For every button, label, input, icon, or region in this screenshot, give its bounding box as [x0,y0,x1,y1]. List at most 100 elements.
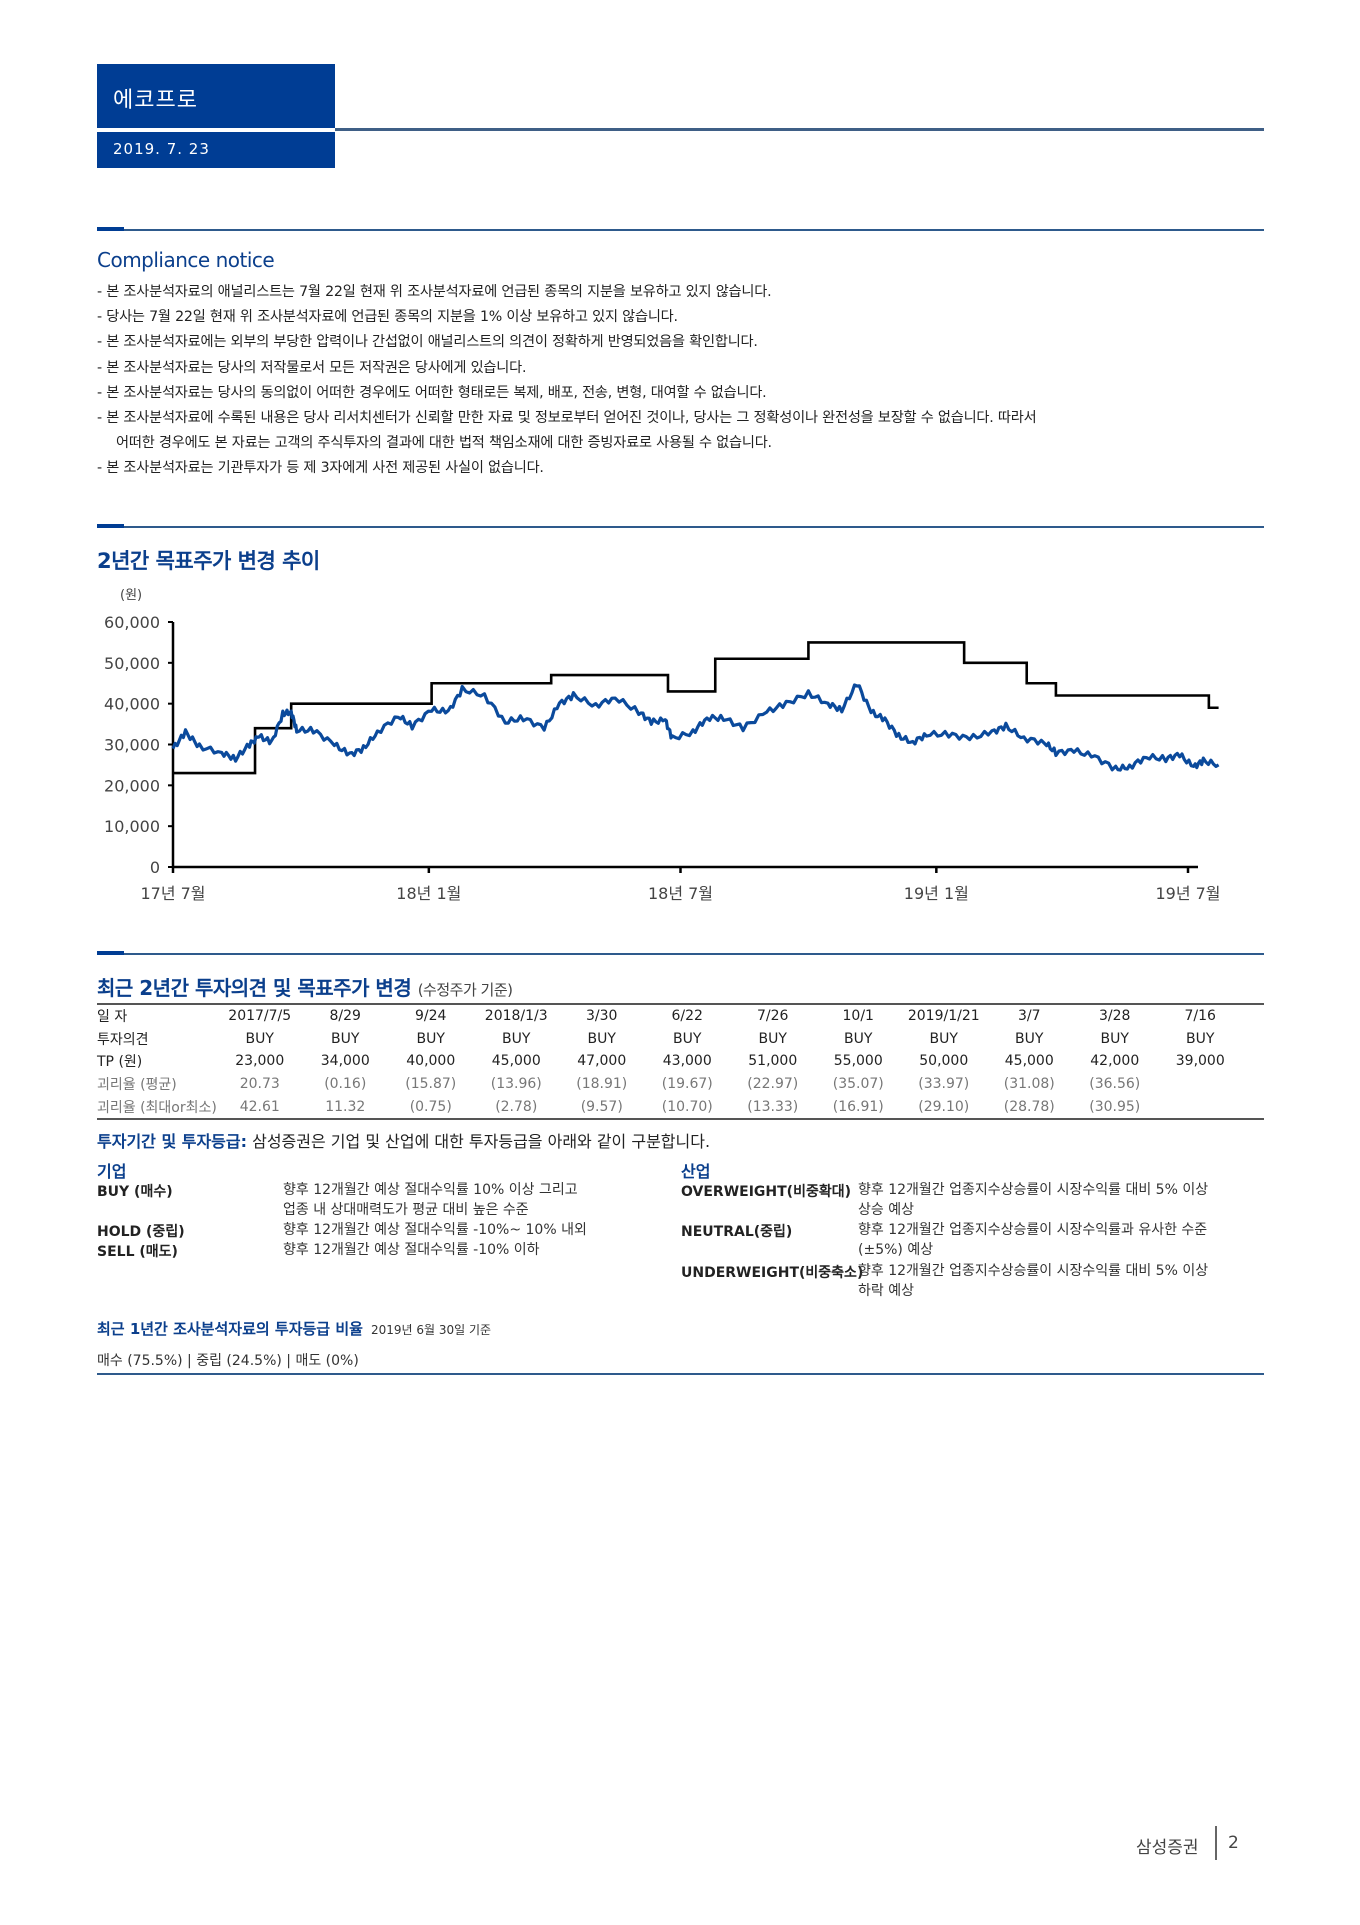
table-cell: 3/30 [586,1008,618,1025]
table-cell: (18.91) [576,1076,628,1093]
company-ratings-heading: 기업 [97,1162,127,1181]
ratings-intro: 투자기간 및 투자등급: 삼성증권은 기업 및 산업에 대한 투자등급을 아래와… [97,1128,710,1152]
table-cell: 42.61 [239,1098,280,1115]
y-tick-label: 10,000 [104,817,160,836]
rating-desc-hold: 향후 12개월간 예상 절대수익률 -10%~ 10% 내외 [283,1222,587,1238]
rating-key-overweight: OVERWEIGHT(비중확대) [681,1184,851,1200]
header-title-box [97,64,335,128]
table-cell: 2017/7/5 [228,1008,292,1025]
chart-canvas: (원) 60,000 50,000 40,000 30,000 20,000 10,000 0… [104,588,1221,903]
table-cell: (35.07) [832,1076,884,1093]
section-divider [97,953,1264,955]
rating-desc-buy: 향후 12개월간 예상 절대수익률 10% 이상 그리고 [283,1182,578,1198]
x-tick-label: 17년 7월 [140,884,205,903]
y-tick-label: 50,000 [104,654,160,673]
compliance-item: - 본 조사분석자료는 기관투자가 등 제 3자에게 사전 제공된 사실이 없습… [97,460,544,477]
compliance-item-continued: 어떠한 경우에도 본 자료는 고객의 주식투자의 결과에 대한 법적 책임소재에… [116,435,772,452]
rating-key-hold: HOLD (중립) [97,1224,185,1240]
row-label: 괴리율 (평균) [97,1077,177,1094]
table-row-gap-avg: 괴리율 (평균) 20.73 (0.16) (15.87) (13.96) (18.91… [97,1073,1264,1096]
table-cell: 51,000 [748,1053,798,1070]
rating-desc-sell: 향후 12개월간 예상 절대수익률 -10% 이하 [283,1242,540,1258]
target-price-chart: (원) 60,000 50,000 40,000 30,000 20,000 10,000 0… [90,585,1250,920]
rating-ratio-title-text: 최근 1년간 조사분석자료의 투자등급 비율 [97,1320,363,1338]
table-cell: (13.96) [490,1076,542,1093]
x-tick-label: 19년 1월 [904,884,969,903]
rating-desc-neutral-2: (±5%) 예상 [858,1242,934,1258]
table-cell: 3/28 [1099,1008,1131,1025]
y-tick-label: 30,000 [104,736,160,755]
compliance-title: Compliance notice [97,248,275,272]
table-cell: (31.08) [1003,1076,1055,1093]
rating-key-sell: SELL (매도) [97,1244,178,1260]
chart-title: 2년간 목표주가 변경 추이 [97,549,320,573]
table-cell: BUY [416,1030,445,1047]
table-cell: 3/7 [1017,1008,1041,1025]
table-row-tp: TP (원) 23,000 34,000 40,000 45,000 47,000 43,… [97,1050,1264,1073]
rating-desc-underweight-2: 하락 예상 [858,1283,914,1299]
table-cell: (30.95) [1089,1098,1141,1115]
report-date: 2019. 7. 23 [113,140,210,158]
header-date-box [97,132,335,168]
target-price-line [173,641,1219,775]
section-divider-accent [97,227,124,231]
table-cell [1158,1076,1244,1092]
table-cell: 50,000 [919,1053,969,1070]
footer-separator [1215,1826,1217,1860]
table-cell: BUY [587,1030,616,1047]
compliance-item: - 본 조사분석자료에 수록된 내용은 당사 리서치센터가 신뢰할 만한 자료 … [97,410,1037,427]
y-tick-label: 0 [150,858,160,877]
row-label: 투자의견 [97,1031,149,1048]
rating-key-neutral: NEUTRAL(중립) [681,1224,793,1240]
table-cell: 40,000 [406,1053,456,1070]
table-cell: BUY [1015,1030,1044,1047]
table-cell: 2019/1/21 [907,1008,980,1025]
table-cell: (19.67) [661,1076,713,1093]
table-cell: 45,000 [491,1053,541,1070]
table-cell: (10.70) [661,1098,713,1115]
table-cell: (15.87) [405,1076,457,1093]
table-cell: (33.97) [918,1076,970,1093]
compliance-item: - 본 조사분석자료에는 외부의 부당한 압력이나 간섭없이 애널리스트의 의견… [97,334,758,351]
table-cell: 6/22 [671,1008,703,1025]
table-cell: (0.16) [324,1076,367,1093]
table-cell: 34,000 [320,1053,370,1070]
table-cell: 20.73 [239,1076,280,1093]
table-cell: BUY [1100,1030,1129,1047]
rating-desc-buy-2: 업종 내 상대매력도가 평균 대비 높은 수준 [283,1202,529,1218]
section-divider-accent [97,524,124,528]
table-cell: 7/16 [1184,1008,1216,1025]
compliance-list: - 본 조사분석자료의 애널리스트는 7월 22일 현재 위 조사분석자료에 언… [97,280,1267,482]
ratings-intro-label: 투자기간 및 투자등급: [97,1132,248,1151]
footer-brand: 삼성증권 [1136,1838,1199,1858]
table-cell: BUY [331,1030,360,1047]
table-cell: BUY [929,1030,958,1047]
rating-desc-overweight: 향후 12개월간 업종지수상승률이 시장수익률 대비 5% 이상 [858,1182,1209,1198]
table-cell [1158,1099,1244,1115]
table-cell: (22.97) [747,1076,799,1093]
row-label: TP (원) [97,1054,143,1071]
x-tick-label: 18년 7월 [648,884,713,903]
table-cell: BUY [502,1030,531,1047]
rating-desc-underweight: 향후 12개월간 업종지수상승률이 시장수익률 대비 5% 이상 [858,1263,1209,1279]
table-cell: 43,000 [662,1053,712,1070]
table-cell: (28.78) [1003,1098,1055,1115]
rating-key-buy: BUY (매수) [97,1184,173,1200]
table-subtitle: (수정주가 기준) [417,981,513,999]
table-cell: 23,000 [235,1053,285,1070]
table-cell: BUY [844,1030,873,1047]
table-cell: (29.10) [918,1098,970,1115]
table-cell: 39,000 [1175,1053,1225,1070]
ratings-intro-text: 삼성증권은 기업 및 산업에 대한 투자등급을 아래와 같이 구분합니다. [247,1132,711,1151]
rating-ratio-title: 최근 1년간 조사분석자료의 투자등급 비율 2019년 6월 30일 기준 [97,1318,491,1339]
table-cell: 7/26 [757,1008,789,1025]
section-divider [97,229,1264,231]
section-divider [97,1373,1264,1375]
table-cell: 8/29 [329,1008,361,1025]
rating-desc-neutral: 향후 12개월간 업종지수상승률이 시장수익률과 유사한 수준 [858,1222,1208,1238]
table-cell: BUY [245,1030,274,1047]
table-title-text: 최근 2년간 투자의견 및 목표주가 변경 [97,976,412,1000]
table-cell: (2.78) [495,1098,538,1115]
table-cell: (9.57) [580,1098,623,1115]
compliance-item: - 본 조사분석자료의 애널리스트는 7월 22일 현재 위 조사분석자료에 언… [97,284,772,300]
